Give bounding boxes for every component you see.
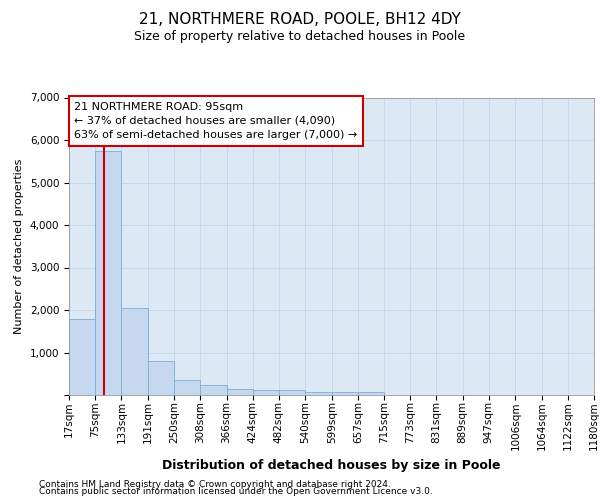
Text: 21, NORTHMERE ROAD, POOLE, BH12 4DY: 21, NORTHMERE ROAD, POOLE, BH12 4DY [139,12,461,28]
Bar [121,308,148,395]
Bar [253,390,279,395]
Text: Size of property relative to detached houses in Poole: Size of property relative to detached ho… [134,30,466,43]
Bar [332,392,358,395]
Bar [200,385,227,395]
Bar [174,380,200,395]
Bar [148,361,174,395]
Text: Contains HM Land Registry data © Crown copyright and database right 2024.: Contains HM Land Registry data © Crown c… [39,480,391,489]
Text: Contains public sector information licensed under the Open Government Licence v3: Contains public sector information licen… [39,488,433,496]
Text: 21 NORTHMERE ROAD: 95sqm
← 37% of detached houses are smaller (4,090)
63% of sem: 21 NORTHMERE ROAD: 95sqm ← 37% of detach… [74,102,358,140]
Bar [305,392,332,395]
Bar [358,392,384,395]
Bar [69,320,95,395]
Bar [227,390,253,395]
Bar [95,150,121,395]
Text: Distribution of detached houses by size in Poole: Distribution of detached houses by size … [162,460,501,472]
Y-axis label: Number of detached properties: Number of detached properties [14,158,24,334]
Bar [279,390,305,395]
